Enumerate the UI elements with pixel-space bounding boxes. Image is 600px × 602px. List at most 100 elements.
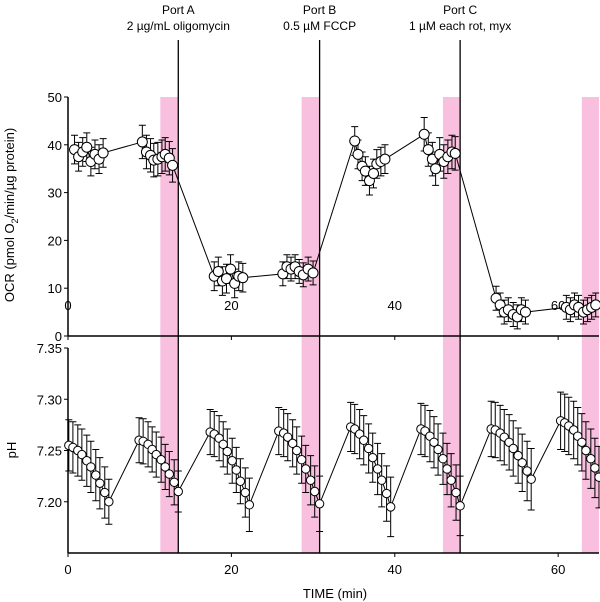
y-tick-label: 7.35	[37, 341, 62, 356]
data-point	[349, 135, 361, 147]
x-tick-label: 40	[388, 298, 402, 313]
data-point	[167, 159, 179, 171]
data-point	[446, 475, 456, 485]
ocr-axis-label: OCR (pmol O2/min/µg protein)	[2, 128, 20, 302]
y-tick-label: 7.25	[37, 444, 62, 459]
data-point	[301, 464, 311, 474]
port-name: Port A	[162, 3, 195, 17]
data-point	[156, 455, 166, 465]
x-tick-label: 20	[224, 562, 238, 577]
data-point	[86, 462, 96, 472]
data-point	[451, 487, 461, 498]
port-compound-label: 1 µM each rot, myx	[409, 19, 511, 33]
data-point	[385, 502, 396, 512]
data-point	[433, 444, 443, 455]
data-point	[77, 449, 87, 460]
data-point	[526, 474, 536, 484]
data-point	[418, 128, 430, 140]
injection-band	[301, 97, 320, 553]
data-point	[310, 486, 320, 497]
ph-plot: 7.20 7.25 7.30 7.35 0 20 40 60	[37, 341, 600, 577]
data-point	[104, 497, 114, 507]
data-point	[513, 450, 523, 461]
data-point	[376, 475, 387, 485]
data-point	[227, 456, 237, 466]
data-point	[244, 500, 255, 510]
data-point	[314, 499, 325, 509]
y-tick-label: 10	[48, 281, 62, 296]
ph-axis-label: pH	[4, 442, 19, 459]
y-tick-label: 7.20	[37, 495, 62, 510]
data-point	[522, 466, 532, 476]
data-point	[220, 273, 232, 285]
data-point	[359, 435, 369, 445]
data-point	[136, 136, 148, 148]
data-point	[372, 464, 383, 474]
data-point	[97, 147, 109, 159]
data-point	[100, 487, 110, 498]
x-tick-label: 0	[64, 562, 71, 577]
data-point	[455, 501, 465, 511]
injection-band	[160, 97, 179, 553]
data-point	[517, 458, 527, 468]
data-point	[235, 476, 246, 486]
data-point	[381, 488, 392, 499]
data-point	[173, 486, 183, 497]
port-compound-label: 0.5 µM FCCP	[283, 19, 356, 33]
data-point	[442, 464, 452, 474]
data-point	[222, 446, 233, 457]
data-point	[212, 265, 224, 277]
data-point	[164, 469, 174, 479]
data-point	[438, 454, 448, 464]
data-point	[519, 306, 531, 318]
data-point	[368, 167, 380, 179]
y-tick-label: 0	[55, 329, 62, 344]
data-point	[429, 437, 439, 447]
data-point	[287, 438, 298, 449]
y-tick-label: 7.30	[37, 392, 62, 407]
data-point	[231, 465, 241, 475]
data-point	[307, 267, 319, 279]
injection-band	[442, 97, 461, 553]
data-point	[305, 475, 316, 485]
data-point	[581, 445, 591, 456]
x-tick-label: 40	[388, 562, 402, 577]
data-point	[296, 455, 307, 465]
data-point	[368, 452, 378, 463]
data-point	[379, 153, 391, 165]
port-name: Port B	[303, 3, 336, 17]
data-point	[91, 470, 101, 480]
y-tick-label: 50	[48, 90, 62, 105]
data-point	[363, 443, 374, 454]
data-point	[352, 148, 364, 160]
data-point	[240, 487, 250, 498]
data-point	[430, 163, 442, 175]
data-point	[225, 263, 237, 275]
x-tick-label: 20	[224, 298, 238, 313]
data-point	[422, 144, 434, 156]
y-tick-label: 30	[48, 186, 62, 201]
port-name: Port C	[443, 3, 477, 17]
y-tick-label: 20	[48, 233, 62, 248]
data-point	[218, 439, 228, 450]
data-point	[586, 454, 596, 464]
data-point	[169, 477, 179, 487]
port-injections: Port A 2 µg/mL oligomycin Port B 0.5 µM FCC…	[127, 3, 511, 553]
data-point	[508, 443, 518, 454]
data-point	[292, 445, 302, 456]
data-point	[81, 141, 93, 153]
port-compound-label: 2 µg/mL oligomycin	[127, 19, 230, 33]
data-point	[590, 299, 600, 311]
data-point	[449, 147, 461, 159]
data-point	[577, 437, 587, 447]
time-axis-label: TIME (min)	[303, 586, 367, 601]
data-point	[590, 463, 600, 473]
x-tick-label: 0	[64, 298, 71, 313]
data-point	[594, 472, 600, 482]
y-tick-label: 40	[48, 138, 62, 153]
data-point	[95, 478, 105, 488]
data-point	[237, 272, 249, 284]
data-point	[283, 432, 293, 442]
